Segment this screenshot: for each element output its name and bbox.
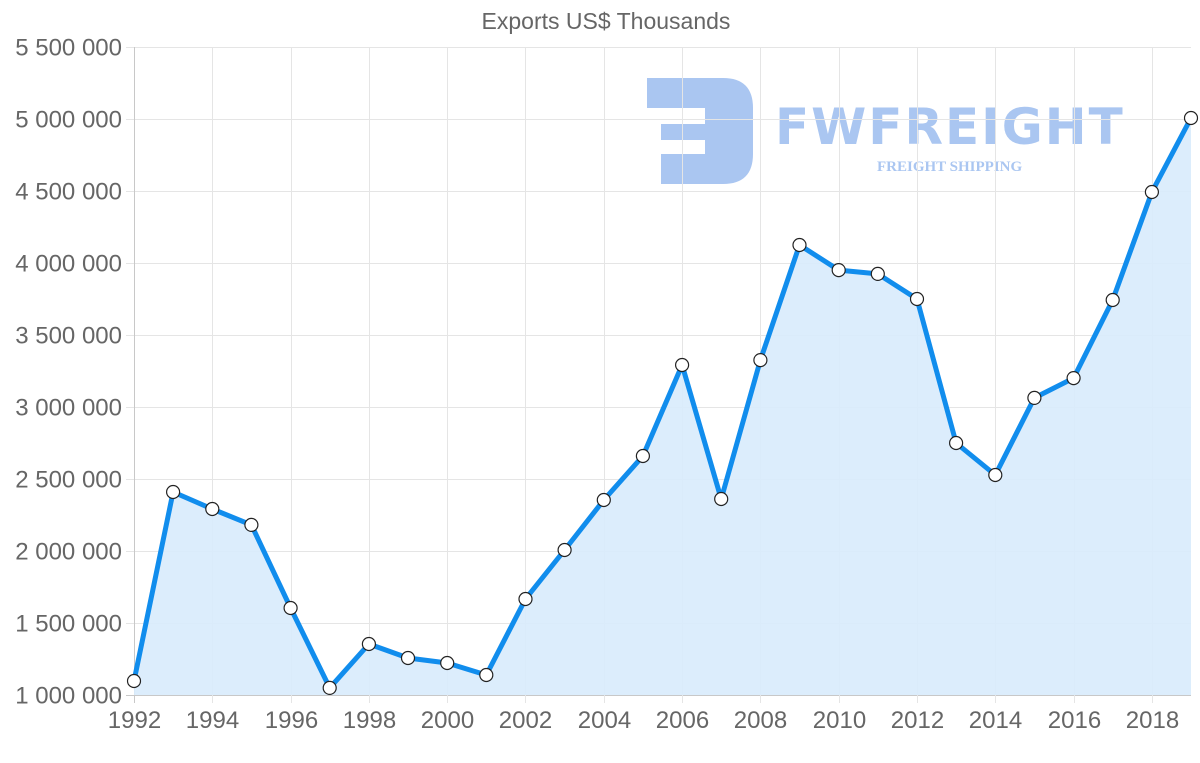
y-tick-label: 2 000 000	[15, 539, 122, 566]
x-tick-label: 2014	[969, 707, 1022, 734]
x-tick-label: 2010	[813, 707, 866, 734]
y-tick-label: 1 000 000	[15, 683, 122, 710]
data-point-1998[interactable]	[361, 636, 376, 652]
data-line	[131, 116, 1194, 691]
data-point-2017[interactable]	[1105, 292, 1120, 308]
data-point-1997[interactable]	[322, 680, 337, 696]
data-point-2005[interactable]	[635, 448, 651, 464]
x-tick-label: 1996	[265, 707, 318, 734]
y-tick-label: 3 000 000	[15, 395, 122, 422]
data-point-2015[interactable]	[1027, 390, 1042, 405]
chart-title: Exports US$ Thousands	[481, 8, 731, 34]
data-point-2016[interactable]	[1066, 371, 1081, 386]
x-tick-label: 2018	[1126, 707, 1179, 734]
y-tick-label: 5 000 000	[15, 107, 122, 134]
data-point-1995[interactable]	[244, 517, 259, 533]
data-point-1992[interactable]	[126, 673, 142, 689]
data-point-2004[interactable]	[596, 492, 611, 508]
data-point-2019[interactable]	[1183, 110, 1199, 126]
data-point-1996[interactable]	[283, 600, 298, 616]
data-point-2000[interactable]	[440, 655, 455, 671]
data-point-2013[interactable]	[948, 435, 964, 451]
y-tick-label: 1 500 000	[15, 611, 122, 638]
x-tick-label: 2012	[891, 707, 944, 734]
data-point-2010[interactable]	[831, 263, 846, 278]
data-point-2006[interactable]	[674, 357, 690, 373]
x-axis: 1992 1994 1996 1998 2000 2002 2004 2006 2008 2010…	[108, 707, 1179, 734]
data-point-2011[interactable]	[870, 266, 885, 281]
area-fill	[134, 118, 1191, 695]
y-tick-label: 3 500 000	[15, 323, 122, 350]
watermark-brand: FWFREIGHT	[775, 98, 1125, 156]
x-tick-label: 2008	[734, 707, 787, 734]
data-point-2002[interactable]	[518, 591, 533, 607]
data-point-2003[interactable]	[557, 542, 572, 558]
data-point-2007[interactable]	[714, 491, 729, 507]
data-point-2012[interactable]	[909, 291, 925, 307]
data-point-2008[interactable]	[753, 353, 768, 368]
x-tick-label: 2004	[578, 707, 631, 734]
data-point-1999[interactable]	[400, 650, 416, 666]
data-point-2009[interactable]	[792, 237, 807, 253]
y-axis: 5 500 000 5 000 000 4 500 000 4 000 000 3 50…	[15, 35, 122, 710]
data-point-1993[interactable]	[166, 484, 181, 500]
data-point-2018[interactable]	[1144, 184, 1160, 200]
x-tick-label: 2016	[1048, 707, 1101, 734]
y-tick-label: 2 500 000	[15, 467, 122, 494]
x-tick-label: 2000	[421, 707, 474, 734]
watermark-logo: FWFREIGHT FREIGHT SHIPPING	[645, 72, 1155, 187]
x-tick-label: 2006	[656, 707, 709, 734]
data-point-2001[interactable]	[479, 667, 494, 683]
x-tick-label: 1992	[108, 707, 161, 734]
x-tick-label: 1998	[343, 707, 396, 734]
data-point-2014[interactable]	[988, 467, 1003, 483]
y-tick-label: 4 500 000	[15, 179, 122, 206]
y-tick-label: 5 500 000	[15, 35, 122, 62]
watermark-tagline: FREIGHT SHIPPING	[877, 159, 1023, 175]
data-point-1994[interactable]	[205, 501, 220, 517]
fw-logo-icon	[647, 78, 753, 184]
y-tick-label: 4 000 000	[15, 251, 122, 278]
x-tick-label: 2002	[499, 707, 552, 734]
x-tick-label: 1994	[186, 707, 239, 734]
data-points	[126, 110, 1199, 696]
